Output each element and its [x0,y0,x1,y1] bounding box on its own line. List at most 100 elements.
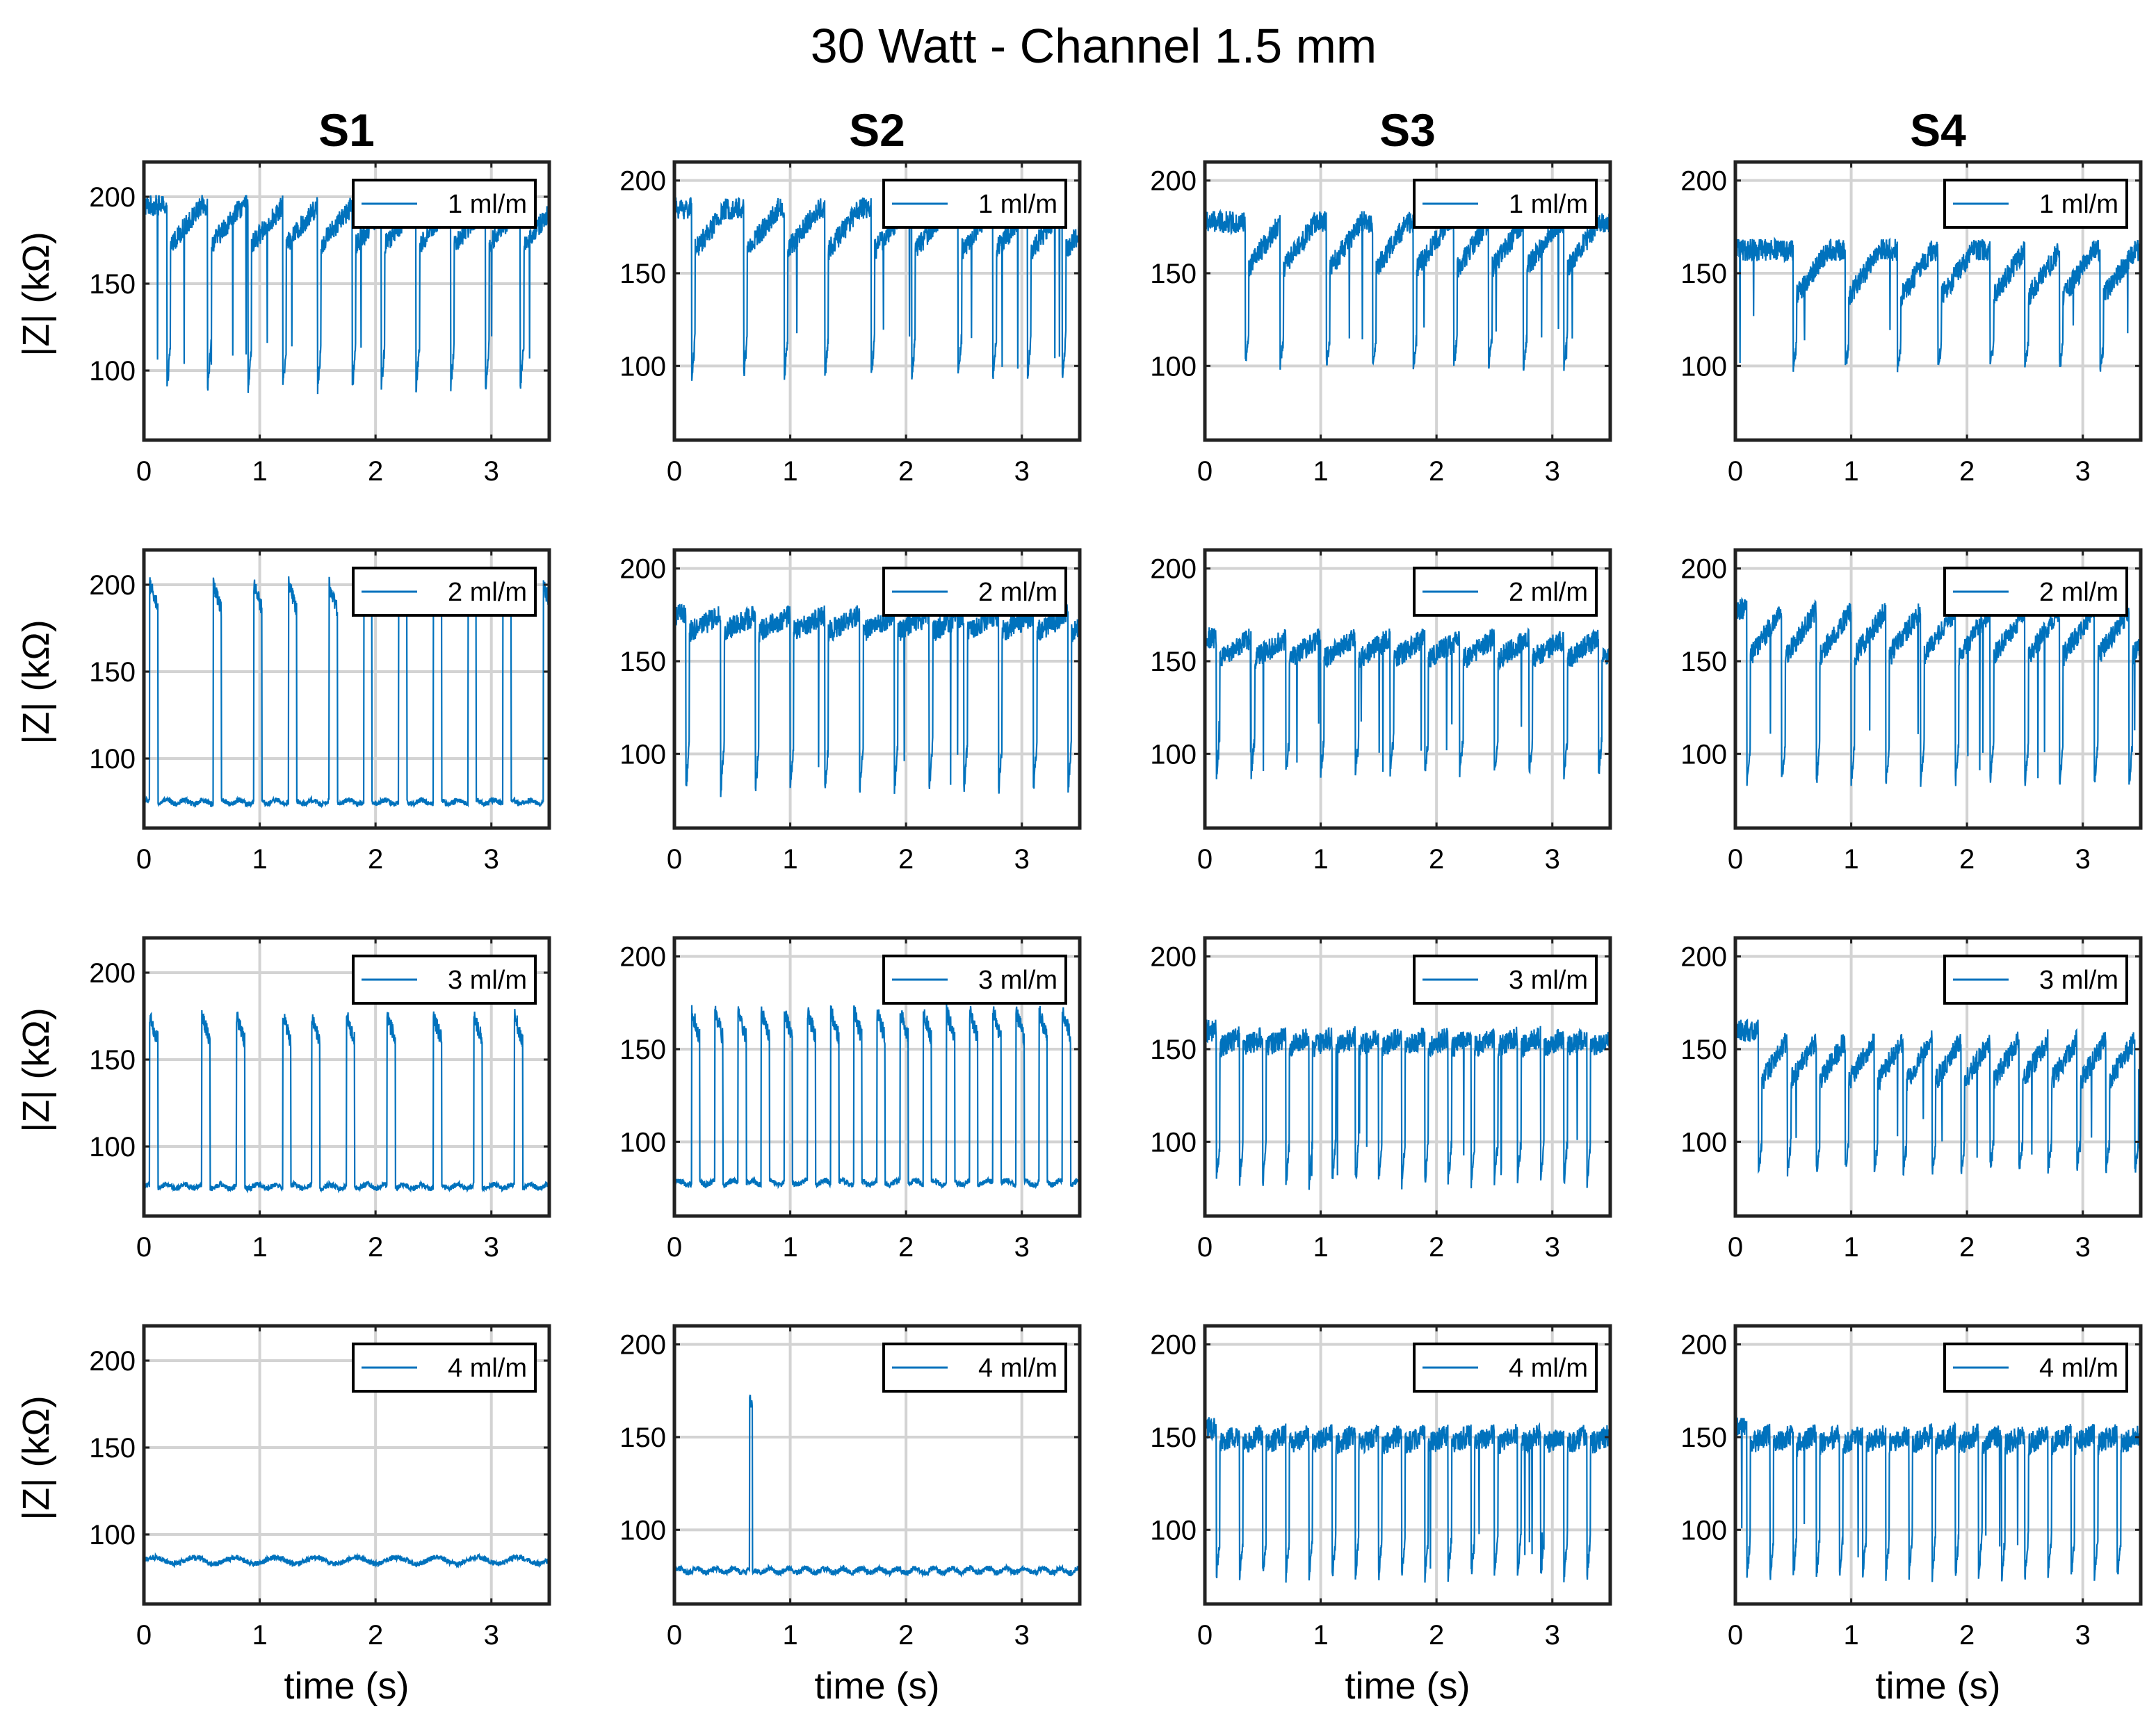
y-tick-label: 100 [619,1515,666,1546]
x-tick-label: 1 [1843,844,1858,875]
y-tick-label: 100 [1680,739,1727,770]
signal-line [1734,236,2142,373]
signal-line [1734,1018,2142,1177]
x-tick-label: 0 [1197,1232,1213,1263]
legend: 2 ml/m [352,567,537,617]
panel-s1-row-1: 0 1 2 3 100 150 200 1 ml/m [89,160,551,487]
signal-line [143,1552,551,1569]
axes-frame [672,548,1082,830]
x-tick-label: 2 [898,1620,914,1651]
y-tick-label: 150 [1680,259,1727,289]
legend: 2 ml/m [1413,567,1598,617]
legend: 1 ml/m [352,179,537,229]
y-axis-labels: |Z| (kΩ) |Z| (kΩ) |Z| (kΩ) |Z| (kΩ) [15,232,57,1520]
x-tick-label: 0 [1197,456,1213,487]
x-tick-label: 0 [136,456,152,487]
signal-line [1203,209,1612,371]
legend-label: 3 ml/m [978,966,1057,995]
y-tick-label: 150 [89,1433,136,1464]
x-tick-label: 3 [484,1620,499,1651]
x-tick-label: 0 [667,1232,682,1263]
x-tick-label: 3 [484,844,499,875]
x-tick-label: 3 [2075,1620,2091,1651]
x-tick-label: 2 [368,1620,383,1651]
signal-line [673,603,1081,797]
x-tick-label: 0 [1728,844,1743,875]
panel-s3-row-1: 0 1 2 3 100 150 200 1 ml/m [1150,160,1612,487]
legend: 3 ml/m [352,955,537,1005]
axes-frame [1203,936,1612,1218]
y-tick-label: 100 [1680,351,1727,382]
legend-label: 4 ml/m [978,1354,1057,1383]
y-tick-label: 150 [1680,1035,1727,1065]
legend-label: 3 ml/m [2039,966,2118,995]
y-tick-label: 150 [1150,647,1197,677]
y-axis-label: |Z| (kΩ) [15,1007,57,1132]
y-tick-label: 150 [1680,647,1727,677]
legend: 4 ml/m [882,1343,1067,1393]
legend: 3 ml/m [1413,955,1598,1005]
x-tick-label: 1 [252,1620,267,1651]
legend-label: 3 ml/m [1509,966,1588,995]
x-tick-label: 1 [252,844,267,875]
column-title-s4: S4 [1910,104,1966,156]
panel-s2-row-3: 0 1 2 3 100 150 200 3 ml/m [619,936,1082,1263]
x-tick-label: 2 [368,1232,383,1263]
x-axis-label: time (s) [1876,1665,2001,1707]
legend-label: 2 ml/m [448,578,527,607]
signal-line [1203,1417,1612,1583]
y-tick-label: 100 [1150,1127,1197,1158]
legend-label: 2 ml/m [978,578,1057,607]
y-tick-label: 100 [89,1132,136,1162]
legend-label: 4 ml/m [2039,1354,2118,1383]
panel-s3-row-3: 0 1 2 3 100 150 200 3 ml/m [1150,936,1612,1263]
y-tick-label: 200 [1150,166,1197,197]
y-tick-label: 200 [1150,942,1197,973]
legend: 4 ml/m [1943,1343,2128,1393]
axes-frame [1733,936,2143,1218]
signal-line [1203,1019,1612,1190]
y-tick-label: 100 [619,351,666,382]
legend-box [352,1343,537,1393]
x-tick-label: 0 [136,1232,152,1263]
y-axis-label: |Z| (kΩ) [15,1395,57,1520]
y-tick-label: 200 [1150,1330,1197,1361]
panel-s1-row-2: 0 1 2 3 100 150 200 2 ml/m [89,548,551,875]
legend: 3 ml/m [882,955,1067,1005]
y-tick-label: 100 [619,739,666,770]
y-tick-label: 200 [1680,166,1727,197]
y-tick-label: 150 [1150,1423,1197,1453]
y-tick-label: 150 [619,1035,666,1065]
y-tick-label: 100 [89,744,136,775]
legend-label: 4 ml/m [1509,1354,1588,1383]
x-axis-labels: time (s) time (s) time (s) time (s) [284,1665,2001,1707]
axes-frame [142,1324,551,1606]
column-title-s2: S2 [849,104,905,156]
y-tick-label: 100 [1680,1127,1727,1158]
column-title-s1: S1 [318,104,375,156]
legend-label: 1 ml/m [978,190,1057,219]
column-title-s3: S3 [1379,104,1436,156]
x-tick-label: 3 [2075,456,2091,487]
y-tick-label: 150 [619,1423,666,1453]
x-tick-label: 1 [1313,1232,1328,1263]
signal-line [143,1009,550,1194]
y-axis-label: |Z| (kΩ) [15,232,57,356]
y-tick-label: 200 [619,1330,666,1361]
panel-s3-row-4: 0 1 2 3 100 150 200 4 ml/m [1150,1324,1612,1651]
x-tick-label: 3 [484,1232,499,1263]
axes-frame [672,936,1082,1218]
x-tick-label: 3 [1545,844,1560,875]
signal-line [1203,627,1612,779]
x-tick-label: 1 [252,456,267,487]
y-tick-label: 200 [619,554,666,585]
y-tick-label: 100 [1150,739,1197,770]
axes-frame [1203,160,1612,442]
signal-line [1734,1417,2142,1582]
y-tick-label: 200 [89,1346,136,1377]
x-tick-label: 2 [1429,456,1444,487]
y-tick-label: 150 [619,647,666,677]
x-tick-label: 2 [898,1232,914,1263]
x-tick-label: 0 [136,844,152,875]
